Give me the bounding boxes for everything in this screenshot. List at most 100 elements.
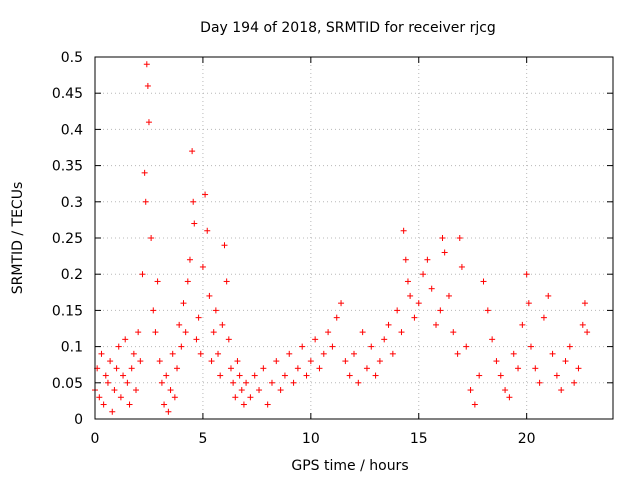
data-point (171, 394, 178, 401)
data-point (142, 198, 149, 205)
data-point (467, 387, 474, 394)
data-point (193, 336, 200, 343)
data-point (230, 379, 237, 386)
data-point (223, 278, 230, 285)
data-point (130, 350, 137, 357)
data-point (104, 379, 111, 386)
data-point (523, 271, 530, 278)
data-point (303, 372, 310, 379)
data-point (355, 379, 362, 386)
data-point (566, 343, 573, 350)
data-point (562, 358, 569, 365)
data-point (325, 329, 332, 336)
data-point (428, 285, 435, 292)
data-point (420, 271, 427, 278)
data-point (584, 329, 591, 336)
y-tick-label: 0.35 (52, 159, 83, 175)
data-point (351, 350, 357, 357)
data-point (148, 235, 155, 241)
y-tick-label: 0.15 (52, 303, 83, 319)
data-point (199, 263, 206, 270)
data-point (536, 379, 543, 386)
y-tick-label: 0.5 (61, 50, 83, 66)
data-point (247, 394, 254, 401)
data-point (286, 350, 293, 357)
data-point (346, 372, 353, 379)
data-point (113, 365, 120, 372)
data-point (489, 336, 496, 343)
data-point (197, 350, 204, 357)
data-point (190, 198, 197, 205)
data-point (178, 343, 185, 350)
data-point (342, 358, 349, 365)
y-tick-label: 0.2 (61, 267, 83, 283)
data-point (158, 379, 165, 386)
data-point (553, 372, 560, 379)
data-point (299, 343, 306, 350)
data-point (137, 358, 144, 365)
data-point (150, 307, 157, 314)
data-point (307, 358, 314, 365)
data-point (549, 350, 556, 357)
y-tick-label: 0.05 (52, 376, 83, 392)
data-point (102, 372, 109, 379)
data-point (532, 365, 539, 372)
data-point (525, 300, 532, 307)
data-point (484, 307, 491, 314)
y-tick-label: 0.1 (61, 340, 83, 356)
data-point (96, 394, 103, 401)
data-point (368, 343, 375, 350)
data-point (139, 271, 146, 278)
x-tick-labels: 0 5 10 15 20 (91, 431, 536, 447)
data-point (363, 365, 370, 372)
data-point (174, 365, 181, 372)
data-point (454, 350, 461, 357)
data-point (389, 350, 396, 357)
data-point (195, 314, 202, 321)
data-point (502, 387, 509, 394)
data-point (225, 336, 232, 343)
data-point (251, 372, 258, 379)
y-tick-label: 0.4 (61, 122, 83, 138)
y-tick-label: 0.3 (61, 195, 83, 211)
data-point (122, 336, 129, 343)
x-tick-label: 15 (410, 431, 428, 447)
data-point (227, 365, 234, 372)
data-point (264, 401, 271, 408)
data-point (277, 387, 284, 394)
data-point (189, 148, 196, 155)
data-point (111, 387, 118, 394)
data-point (497, 372, 504, 379)
data-point (376, 358, 383, 365)
chart-title: Day 194 of 2018, SRMTID for receiver rjc… (200, 20, 496, 36)
data-point (234, 358, 241, 365)
data-point (415, 300, 422, 307)
data-point (381, 336, 388, 343)
data-point (333, 314, 340, 321)
data-point (243, 379, 250, 386)
data-point (400, 227, 407, 234)
data-point (433, 321, 440, 328)
data-point (456, 235, 463, 241)
data-point (204, 227, 211, 234)
data-point (186, 256, 193, 263)
data-point (184, 278, 191, 285)
data-point (312, 336, 319, 343)
data-point (163, 372, 170, 379)
data-point (260, 365, 267, 372)
data-point (581, 300, 588, 307)
data-point (210, 329, 217, 336)
data-point (445, 292, 452, 299)
data-point (143, 61, 150, 68)
data-point (273, 358, 280, 365)
data-point (411, 314, 418, 321)
x-tick-label: 20 (518, 431, 536, 447)
data-point (575, 365, 582, 372)
data-point (98, 350, 105, 357)
data-point (120, 372, 127, 379)
data-point (256, 387, 263, 394)
data-point (540, 314, 547, 321)
data-point (100, 401, 107, 408)
data-point (124, 379, 131, 386)
